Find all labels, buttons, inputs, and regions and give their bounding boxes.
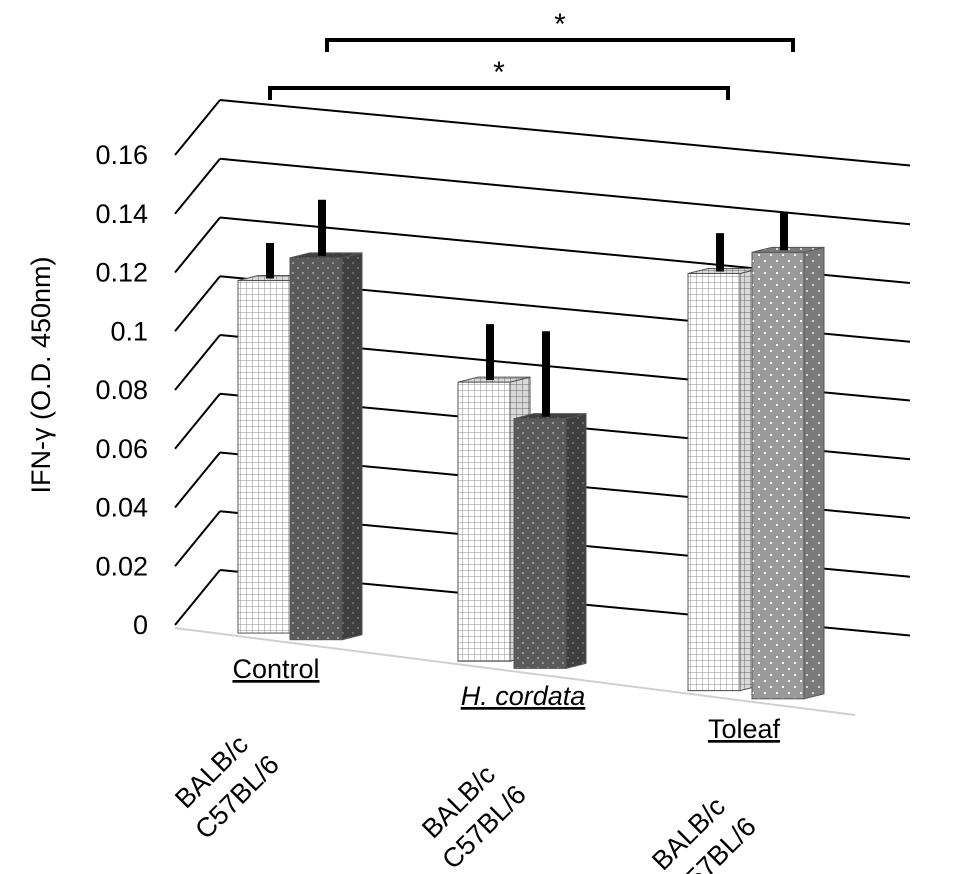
gridline-back (219, 99, 911, 167)
error-bars (266, 199, 788, 417)
y-tick-label: 0.08 (95, 375, 148, 405)
y-tick-labels: 0.16 0.14 0.12 0.1 0.08 0.06 0.04 0.02 0 (95, 140, 148, 640)
bar-c57bl6 (513, 418, 567, 669)
gridline-left (174, 510, 221, 567)
gridline-back (219, 157, 911, 226)
significance-star: * (493, 56, 505, 89)
gridline-left (174, 569, 221, 626)
gridline-left (174, 334, 221, 391)
y-tick-label: 0.02 (95, 551, 148, 581)
group-label-toleaf: Toleaf (708, 714, 781, 744)
gridline-left (174, 158, 221, 215)
y-tick-label: 0.16 (95, 140, 148, 170)
bar-c57bl6 (289, 257, 343, 641)
y-axis-label: IFN-γ (O.D. 450nm) (26, 256, 56, 493)
gridline-left (174, 99, 221, 156)
bar-side (565, 413, 587, 670)
y-tick-label: 0.1 (110, 316, 148, 346)
significance-brackets: ** (268, 8, 795, 100)
gridline-left (174, 451, 221, 509)
bar-side (803, 246, 825, 700)
gridline-left (174, 216, 221, 274)
y-tick-label: 0.04 (95, 493, 148, 523)
significance-star: * (554, 8, 566, 41)
bars (237, 246, 825, 700)
bar-balbc (237, 280, 291, 634)
group-label-hcordata: H. cordata (461, 681, 586, 711)
bracket (268, 86, 730, 100)
y-tick-label: 0.14 (95, 199, 148, 229)
y-tick-label: 0 (133, 610, 148, 640)
y-tick-label: 0.12 (95, 258, 148, 288)
bar-c57bl6 (751, 251, 805, 700)
group-labels: Control H. cordata Toleaf (232, 654, 780, 744)
group-label-control: Control (232, 654, 319, 684)
gridline-left (174, 393, 221, 450)
chart-floor (174, 627, 856, 716)
gridline-left (174, 275, 221, 332)
y-tick-label: 0.06 (95, 434, 148, 464)
bar-side (341, 252, 363, 641)
floor-front-edge (174, 627, 856, 716)
bar-balbc (457, 381, 511, 662)
bracket (325, 38, 795, 52)
bar-balbc (687, 273, 741, 692)
